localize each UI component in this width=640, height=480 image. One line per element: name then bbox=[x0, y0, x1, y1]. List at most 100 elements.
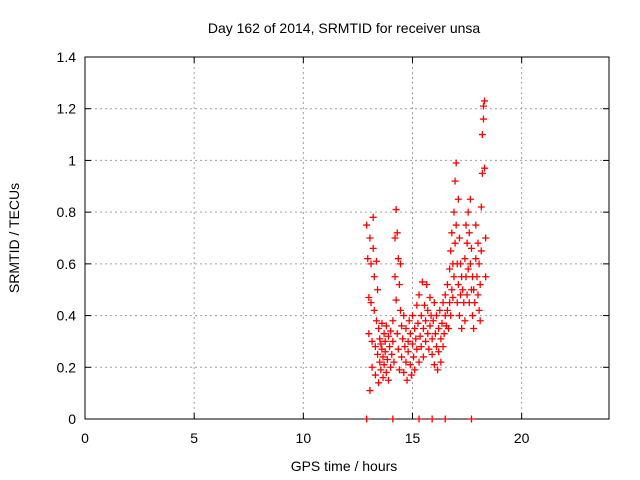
data-point bbox=[482, 273, 490, 281]
data-point bbox=[479, 115, 487, 123]
data-point bbox=[467, 244, 475, 252]
data-point bbox=[411, 366, 419, 374]
y-tick-label: 0.6 bbox=[57, 256, 77, 272]
data-point bbox=[464, 265, 472, 273]
x-tick-label: 20 bbox=[514, 430, 530, 446]
data-point bbox=[389, 317, 397, 325]
data-point bbox=[469, 312, 477, 320]
data-point bbox=[472, 255, 480, 263]
data-point bbox=[394, 345, 402, 353]
data-point bbox=[447, 247, 455, 255]
x-axis-label: GPS time / hours bbox=[291, 458, 398, 474]
x-tick-label: 10 bbox=[296, 430, 312, 446]
data-point bbox=[465, 229, 473, 237]
data-point bbox=[380, 361, 388, 369]
data-point bbox=[433, 343, 441, 351]
data-point bbox=[435, 348, 443, 356]
data-point bbox=[441, 291, 449, 299]
data-point bbox=[413, 301, 421, 309]
data-point bbox=[406, 330, 414, 338]
data-point bbox=[368, 363, 376, 371]
data-point bbox=[396, 260, 404, 268]
data-point bbox=[384, 332, 392, 340]
data-point bbox=[375, 325, 383, 332]
data-point bbox=[407, 371, 415, 379]
x-tick-label: 5 bbox=[190, 430, 198, 446]
data-point bbox=[450, 208, 458, 216]
data-point bbox=[399, 335, 407, 343]
data-point bbox=[410, 353, 418, 361]
data-point bbox=[448, 229, 456, 237]
data-point bbox=[404, 337, 412, 345]
data-point bbox=[446, 299, 454, 307]
data-point bbox=[394, 255, 402, 263]
data-point bbox=[393, 229, 401, 237]
data-point bbox=[476, 281, 484, 289]
data-point bbox=[381, 348, 389, 356]
data-point bbox=[413, 345, 421, 353]
data-point bbox=[419, 353, 427, 361]
data-point bbox=[452, 159, 460, 167]
data-point bbox=[428, 415, 436, 423]
y-tick-labels: 0 0.2 0.4 0.6 0.8 1 1.2 1.4 bbox=[57, 49, 77, 427]
data-point bbox=[395, 281, 403, 289]
data-point bbox=[448, 286, 456, 294]
grid-lines bbox=[85, 57, 609, 419]
data-point bbox=[395, 366, 403, 374]
data-point bbox=[452, 221, 460, 229]
data-point bbox=[474, 239, 482, 247]
data-point bbox=[376, 335, 384, 343]
data-point bbox=[457, 291, 465, 299]
data-point bbox=[366, 387, 374, 395]
data-point bbox=[440, 330, 448, 338]
data-point bbox=[369, 213, 377, 221]
data-point bbox=[453, 299, 461, 307]
data-point bbox=[461, 317, 469, 325]
data-point bbox=[459, 286, 467, 294]
data-point bbox=[451, 239, 459, 247]
data-point bbox=[377, 366, 385, 374]
data-point bbox=[405, 317, 413, 325]
data-point bbox=[388, 350, 396, 358]
data-point bbox=[472, 221, 480, 229]
data-point bbox=[423, 281, 431, 289]
data-point bbox=[475, 306, 483, 314]
data-point bbox=[447, 312, 455, 320]
data-point bbox=[467, 415, 475, 423]
data-point bbox=[414, 319, 422, 327]
data-point bbox=[402, 325, 410, 332]
data-point bbox=[430, 361, 438, 369]
data-point bbox=[396, 306, 404, 314]
data-point bbox=[398, 322, 406, 330]
y-tick-label: 0.2 bbox=[57, 359, 77, 375]
data-point bbox=[437, 335, 445, 343]
plot-frame bbox=[84, 56, 610, 420]
data-point bbox=[417, 343, 425, 351]
data-point bbox=[387, 327, 395, 335]
data-point bbox=[458, 325, 466, 332]
data-point bbox=[478, 131, 486, 139]
data-point bbox=[421, 301, 429, 309]
data-point bbox=[463, 291, 471, 299]
data-point bbox=[379, 374, 387, 382]
data-point bbox=[481, 97, 489, 105]
data-point bbox=[426, 322, 434, 330]
data-point bbox=[400, 368, 408, 376]
data-point bbox=[393, 330, 401, 338]
data-point bbox=[454, 281, 462, 289]
data-point bbox=[443, 306, 451, 314]
y-axis-label: SRMTID / TECUs bbox=[6, 183, 22, 293]
data-point bbox=[431, 330, 439, 338]
data-point bbox=[401, 343, 409, 351]
x-tick-label: 0 bbox=[81, 430, 89, 446]
y-tick-label: 0.8 bbox=[57, 204, 77, 220]
data-point bbox=[387, 363, 395, 371]
data-point bbox=[470, 286, 478, 294]
data-point bbox=[370, 273, 378, 281]
data-point bbox=[375, 379, 383, 387]
data-point bbox=[439, 343, 447, 351]
data-point bbox=[415, 415, 423, 423]
y-tick-label: 1 bbox=[68, 152, 76, 168]
data-point bbox=[475, 260, 483, 268]
